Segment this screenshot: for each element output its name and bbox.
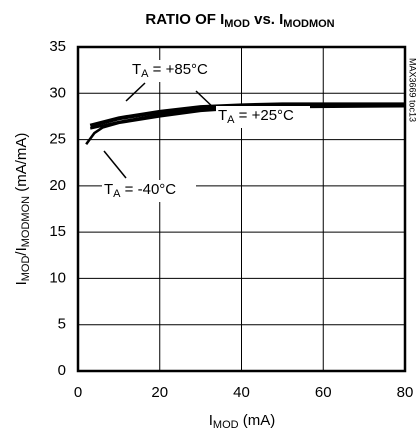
y-axis-label-part: I: [13, 281, 30, 285]
series-label-part: A: [227, 114, 235, 126]
chart-title-part: MOD: [224, 18, 250, 30]
chart-title-part: MODMON: [283, 18, 334, 30]
y-tick-label: 10: [49, 269, 66, 286]
series-label-part: = +85°C: [149, 61, 209, 78]
leader-line: [195, 90, 217, 111]
y-axis-label-part: MOD: [20, 256, 32, 282]
x-tick-label: 40: [233, 384, 250, 401]
y-tick-label: 5: [58, 316, 66, 333]
series-label-part: T: [218, 107, 227, 124]
x-tick-label: 0: [74, 384, 82, 401]
y-axis-label-part: MODMON: [20, 196, 32, 247]
plot-frame: [76, 45, 407, 373]
y-tick-label: 0: [58, 362, 66, 379]
y-axis-label: IMOD/IMODMON (mA/mA): [13, 133, 32, 286]
x-axis-label-part: (mA): [239, 412, 276, 429]
y-tick-label: 25: [49, 131, 66, 148]
series-label-part: A: [113, 188, 121, 200]
y-axis-label-part: (mA/mA): [13, 133, 30, 196]
chart-title-part: vs. I: [250, 11, 283, 28]
x-tick-label: 20: [151, 384, 168, 401]
series-label: TA = +25°C: [218, 107, 294, 126]
series-label: TA = +85°C: [132, 61, 208, 80]
chart-title-part: RATIO OF I: [145, 11, 224, 28]
series-label-part: A: [141, 68, 149, 80]
y-tick-label: 15: [49, 223, 66, 240]
x-axis-label-part: MOD: [213, 419, 239, 431]
series-label-part: T: [132, 61, 141, 78]
x-tick-label: 80: [397, 384, 414, 401]
y-tick-label: 20: [49, 177, 66, 194]
side-note: MAX3669 toc13: [408, 58, 418, 122]
label-bg: [130, 60, 224, 82]
y-tick-label: 35: [49, 38, 66, 55]
y-tick-label: 30: [49, 84, 66, 101]
leader-line: [103, 150, 127, 179]
x-tick-label: 60: [315, 384, 332, 401]
leader-line: [125, 82, 146, 102]
x-axis-label: IMOD (mA): [209, 412, 276, 431]
chart-title: RATIO OF IMOD vs. IMODMON: [145, 11, 334, 30]
label-bg: [102, 180, 196, 202]
y-axis-label-part: /I: [13, 247, 30, 255]
series-label-part: = +25°C: [235, 107, 295, 124]
series-label: TA = -40°C: [104, 181, 176, 200]
x-axis-label-part: I: [209, 412, 213, 429]
series-label-part: T: [104, 181, 113, 198]
series-label-part: = -40°C: [121, 181, 177, 198]
label-bg: [216, 106, 310, 128]
